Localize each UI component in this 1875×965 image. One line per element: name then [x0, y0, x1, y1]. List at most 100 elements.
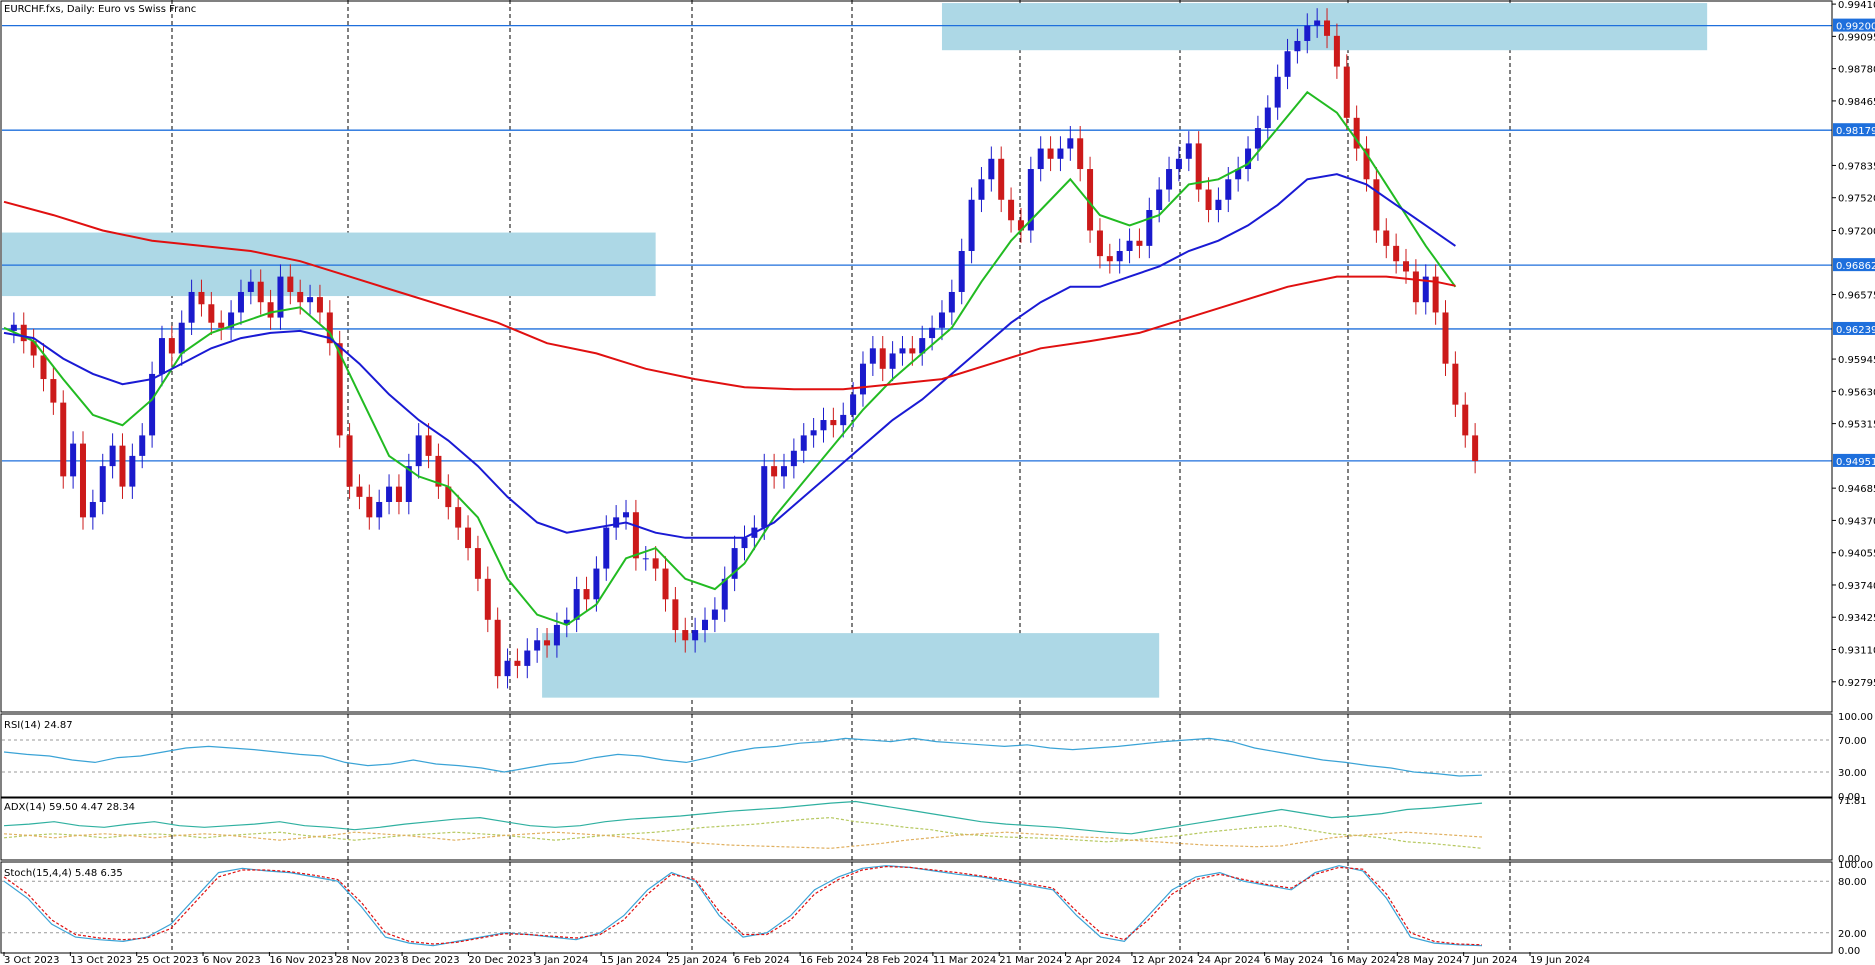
time-tick-label: 25 Jan 2024: [667, 955, 727, 965]
candle-body: [899, 348, 906, 354]
candle-body: [1057, 148, 1064, 159]
candle-body: [1412, 271, 1419, 303]
candle-body: [415, 435, 422, 467]
candle-body: [1264, 107, 1271, 129]
candle-body: [474, 548, 481, 579]
candle-body: [761, 466, 768, 528]
candle-body: [869, 348, 876, 364]
time-tick-label: 16 Feb 2024: [800, 955, 862, 965]
time-tick-label: 11 Mar 2024: [933, 955, 996, 965]
candle-body: [1452, 363, 1459, 405]
candle-body: [109, 445, 116, 467]
candle-body: [89, 501, 96, 518]
candle-body: [662, 568, 669, 600]
candle-body: [672, 599, 679, 631]
candle-body: [30, 341, 37, 356]
candle-body: [909, 348, 916, 354]
candle-body: [484, 578, 491, 620]
candle-body: [1116, 250, 1123, 262]
candle-body: [1324, 20, 1331, 36]
candle-body: [494, 619, 501, 677]
candle-body: [326, 312, 333, 344]
candle-body: [218, 322, 225, 328]
indicator-line: [3, 865, 1483, 946]
candle-body: [1472, 435, 1479, 462]
candle-body: [50, 379, 57, 403]
candle-body: [1403, 261, 1410, 272]
candle-body: [938, 312, 945, 328]
candle-body: [168, 338, 175, 354]
price-tick-label: 0.94055: [1838, 549, 1875, 560]
candle-body: [336, 343, 343, 436]
candle-body: [544, 640, 551, 646]
rsi-label: RSI(14) 24.87: [4, 720, 73, 731]
candle-body: [632, 512, 639, 559]
time-tick-label: 6 May 2024: [1265, 955, 1324, 965]
candle-body: [1225, 179, 1232, 200]
pane-frame: [0, 713, 1833, 798]
candle-body: [1245, 148, 1252, 170]
candle-body: [948, 291, 955, 313]
candle-body: [1442, 312, 1449, 364]
candle-body: [1008, 199, 1015, 221]
candle-body: [178, 322, 185, 354]
candle-body: [376, 501, 383, 518]
candle-body: [1037, 148, 1044, 170]
candle-body: [583, 589, 590, 600]
horizontal-levels[interactable]: 0.99200 0.98179 0.96862 0.96239 0.94951: [2, 18, 1875, 468]
candle-body: [534, 640, 541, 651]
candle-body: [1235, 169, 1242, 180]
price-tick-label: 0.96575: [1838, 291, 1875, 302]
candle-body: [1166, 169, 1173, 190]
candle-body: [1185, 143, 1192, 159]
indicator-axis-label: 70.00: [1838, 736, 1867, 747]
candle-body: [889, 353, 896, 369]
candle-body: [1294, 40, 1301, 52]
candles: [10, 8, 1479, 689]
indicator-axis-label: 30.00: [1838, 768, 1867, 779]
candle-body: [1087, 169, 1094, 231]
price-tick-label: 0.99095: [1838, 32, 1875, 43]
level-badge: [1833, 123, 1875, 137]
level-label: 0.96239: [1836, 325, 1875, 336]
candle-body: [702, 619, 709, 631]
time-tick-label: 24 Apr 2024: [1198, 955, 1260, 965]
stoch-label: Stoch(15,4,4) 5.48 6.35: [4, 868, 123, 879]
candle-body: [998, 158, 1005, 200]
candle-body: [1254, 128, 1261, 149]
candle-body: [60, 402, 67, 477]
candle-body: [237, 291, 244, 313]
candle-body: [1353, 117, 1360, 149]
time-tick-label: 21 Mar 2024: [999, 955, 1062, 965]
pane-frame: [0, 797, 1833, 861]
candle-body: [1126, 240, 1133, 251]
candle-body: [682, 630, 689, 641]
indicator-axis-label: 0.00: [1838, 792, 1860, 803]
candle-body: [287, 276, 294, 292]
candle-body: [445, 486, 452, 508]
indicator-line: [3, 737, 1483, 777]
candle-body: [1146, 210, 1153, 246]
candle-body: [20, 324, 27, 342]
moving-average-line: [3, 200, 1456, 391]
time-tick-label: 3 Oct 2023: [4, 955, 59, 965]
candle-body: [1393, 245, 1400, 262]
candle-body: [1195, 143, 1202, 190]
candle-body: [919, 338, 926, 354]
candle-body: [455, 507, 462, 528]
candle-body: [692, 630, 699, 641]
candle-body: [1343, 66, 1350, 118]
candle-body: [386, 486, 393, 502]
indicator-line: [3, 865, 1483, 947]
pane-frame: [0, 0, 1833, 713]
price-tick-label: 0.95315: [1838, 420, 1875, 431]
candle-body: [139, 435, 146, 456]
candle-body: [800, 435, 807, 451]
candle-body: [1363, 148, 1370, 180]
candle-body: [840, 414, 847, 426]
candle-body: [780, 466, 787, 477]
